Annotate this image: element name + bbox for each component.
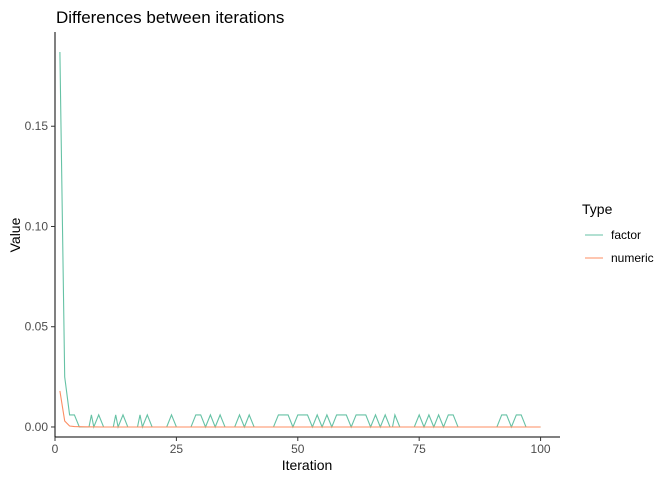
x-axis-title: Iteration xyxy=(282,457,333,473)
y-tick-label: 0.00 xyxy=(25,420,49,434)
series-line-numeric xyxy=(59,390,541,428)
y-axis-title: Value xyxy=(7,217,23,252)
x-tick-label: 100 xyxy=(531,442,551,456)
plot-area xyxy=(59,51,541,429)
y-tick-label: 0.10 xyxy=(25,219,49,233)
legend-label-factor: factor xyxy=(611,228,641,242)
x-tick-label: 25 xyxy=(170,442,184,456)
y-tick-label: 0.05 xyxy=(25,320,49,334)
chart-title: Differences between iterations xyxy=(56,8,284,27)
series-line-factor xyxy=(59,51,541,429)
y-tick-label: 0.15 xyxy=(25,119,49,133)
legend-label-numeric: numeric xyxy=(611,251,654,265)
legend-title: Type xyxy=(582,201,613,217)
x-tick-label: 0 xyxy=(52,442,59,456)
x-tick-label: 50 xyxy=(291,442,305,456)
x-tick-label: 75 xyxy=(413,442,427,456)
axes: 0 25 50 75 100 0.00 0.05 0.10 0.15 xyxy=(25,32,560,456)
legend: Type factor numeric xyxy=(582,201,654,265)
